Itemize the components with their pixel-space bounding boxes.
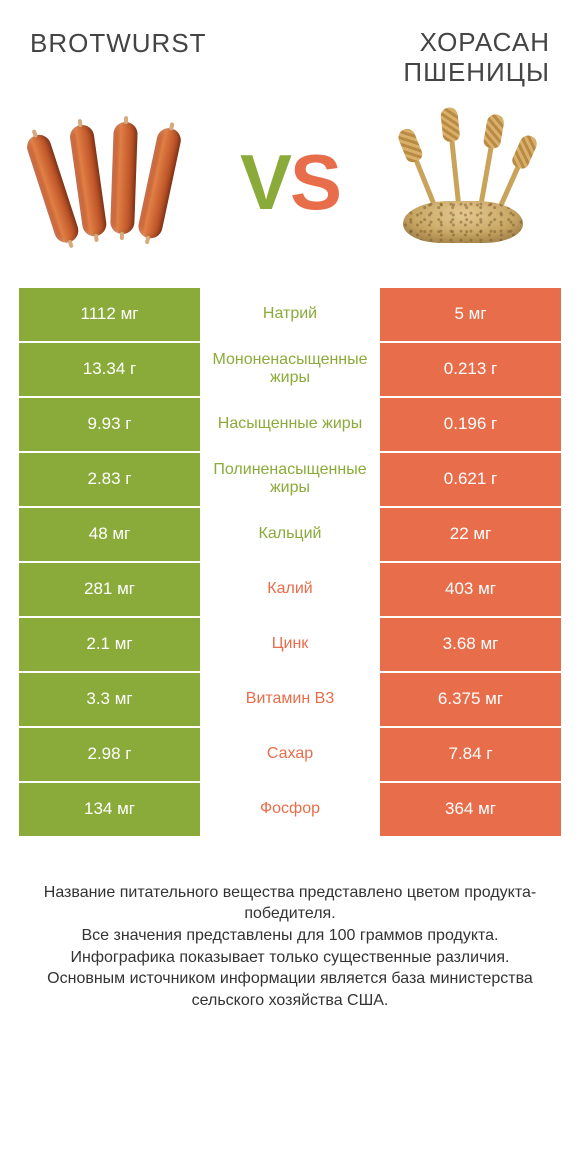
vs-s-letter: S bbox=[290, 138, 340, 226]
cell-nutrient-label: Насыщенные жиры bbox=[200, 398, 380, 453]
table-row: 134 мгФосфор364 мг bbox=[19, 783, 561, 838]
table-row: 2.98 гСахар7.84 г bbox=[19, 728, 561, 783]
table-row: 9.93 гНасыщенные жиры0.196 г bbox=[19, 398, 561, 453]
cell-nutrient-label: Кальций bbox=[200, 508, 380, 563]
footnote-text: Название питательного вещества представл… bbox=[30, 882, 550, 1012]
cell-right-value: 7.84 г bbox=[380, 728, 561, 783]
product-right-title: ХОРАСАН ПШЕНИЦЫ bbox=[300, 28, 550, 88]
cell-nutrient-label: Витамин B3 bbox=[200, 673, 380, 728]
cell-nutrient-label: Натрий bbox=[200, 288, 380, 343]
cell-left-value: 2.83 г bbox=[19, 453, 200, 508]
cell-left-value: 13.34 г bbox=[19, 343, 200, 398]
cell-left-value: 2.1 мг bbox=[19, 618, 200, 673]
cell-nutrient-label: Калий bbox=[200, 563, 380, 618]
table-row: 3.3 мгВитамин B36.375 мг bbox=[19, 673, 561, 728]
header: BROTWURST ХОРАСАН ПШЕНИЦЫ bbox=[0, 0, 580, 98]
cell-right-value: 403 мг bbox=[380, 563, 561, 618]
cell-left-value: 48 мг bbox=[19, 508, 200, 563]
cell-left-value: 3.3 мг bbox=[19, 673, 200, 728]
cell-right-value: 0.196 г bbox=[380, 398, 561, 453]
cell-left-value: 1112 мг bbox=[19, 288, 200, 343]
vs-label: VS bbox=[240, 137, 340, 228]
product-right-image bbox=[380, 108, 550, 258]
cell-right-value: 5 мг bbox=[380, 288, 561, 343]
cell-right-value: 0.621 г bbox=[380, 453, 561, 508]
table-row: 2.83 гПолиненасыщенные жиры0.621 г bbox=[19, 453, 561, 508]
product-left-title: BROTWURST bbox=[30, 28, 280, 59]
cell-nutrient-label: Мононенасыщенные жиры bbox=[200, 343, 380, 398]
cell-left-value: 134 мг bbox=[19, 783, 200, 838]
cell-right-value: 6.375 мг bbox=[380, 673, 561, 728]
wheat-icon bbox=[385, 113, 545, 253]
comparison-table: 1112 мгНатрий5 мг13.34 гМононенасыщенные… bbox=[19, 288, 561, 838]
table-row: 1112 мгНатрий5 мг bbox=[19, 288, 561, 343]
table-row: 281 мгКалий403 мг bbox=[19, 563, 561, 618]
product-left-image bbox=[30, 108, 200, 258]
cell-left-value: 2.98 г bbox=[19, 728, 200, 783]
cell-right-value: 0.213 г bbox=[380, 343, 561, 398]
vs-row: VS bbox=[0, 98, 580, 288]
cell-right-value: 22 мг bbox=[380, 508, 561, 563]
sausages-icon bbox=[38, 118, 193, 248]
cell-nutrient-label: Сахар bbox=[200, 728, 380, 783]
cell-right-value: 364 мг bbox=[380, 783, 561, 838]
table-row: 13.34 гМононенасыщенные жиры0.213 г bbox=[19, 343, 561, 398]
table-row: 48 мгКальций22 мг bbox=[19, 508, 561, 563]
cell-left-value: 281 мг bbox=[19, 563, 200, 618]
cell-right-value: 3.68 мг bbox=[380, 618, 561, 673]
table-row: 2.1 мгЦинк3.68 мг bbox=[19, 618, 561, 673]
cell-left-value: 9.93 г bbox=[19, 398, 200, 453]
vs-v-letter: V bbox=[240, 138, 290, 226]
cell-nutrient-label: Цинк bbox=[200, 618, 380, 673]
cell-nutrient-label: Фосфор bbox=[200, 783, 380, 838]
cell-nutrient-label: Полиненасыщенные жиры bbox=[200, 453, 380, 508]
